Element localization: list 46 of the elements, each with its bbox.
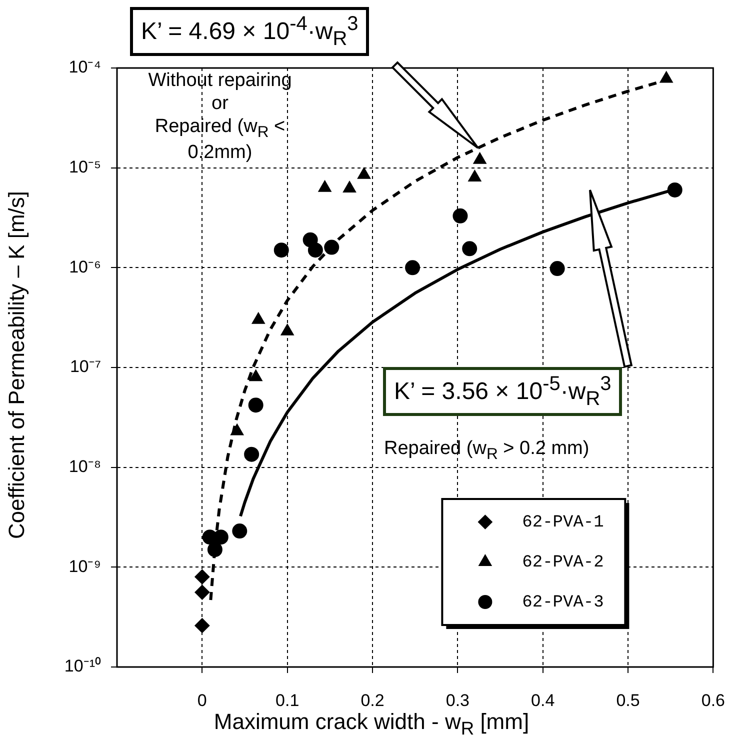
legend-label: 62-PVA-1: [522, 514, 604, 532]
point: [452, 208, 468, 224]
x-tick-label: 0: [197, 690, 207, 710]
point: [462, 241, 478, 256]
y-tick-label: 10⁻⁹: [68, 556, 101, 576]
point: [357, 167, 371, 179]
point: [318, 180, 332, 192]
point: [244, 446, 260, 462]
point: [473, 152, 486, 164]
point: [342, 181, 356, 193]
legend-label: 62-PVA-2: [522, 554, 604, 572]
point: [550, 261, 565, 276]
y-axis-title: Coefficient of Permeability – K [m/s]: [4, 190, 30, 542]
x-axis-title: Maximum crack width - w$_{R}$ [mm]: [212, 709, 530, 735]
x-tick-label: 0.5: [616, 690, 640, 710]
annotation: Without repairing or Repaired (w$_{R}$ < 0.2mm): [147, 70, 293, 166]
point: [280, 324, 294, 336]
point: [248, 398, 264, 413]
x-tick-label: 0.2: [360, 690, 384, 710]
point: [232, 524, 248, 539]
point: [308, 242, 323, 258]
point: [194, 569, 210, 584]
point: [252, 312, 265, 324]
point: [660, 71, 673, 83]
point: [274, 242, 289, 258]
y-tick-label: 10⁻⁷: [70, 357, 101, 376]
y-tick-label: 10⁻¹⁰: [64, 656, 101, 676]
y-tick-label: 10⁻⁶: [69, 257, 101, 276]
point: [249, 370, 262, 382]
y-tick-label: 10⁻⁸: [68, 457, 101, 476]
x-tick-label: 0.1: [276, 690, 300, 710]
point: [324, 240, 340, 255]
point: [194, 584, 210, 600]
y-tick-label: 10⁻⁵: [69, 158, 101, 177]
point: [405, 260, 420, 276]
point: [213, 530, 228, 545]
point: [194, 618, 210, 634]
legend-label: 62-PVA-3: [522, 594, 604, 612]
point: [468, 170, 482, 182]
x-tick-label: 0.3: [446, 690, 470, 710]
point: [667, 182, 682, 198]
x-tick-label: 0.6: [701, 690, 726, 710]
point: [230, 424, 244, 436]
x-tick-label: 0.4: [531, 690, 555, 710]
y-tick-label: 10⁻⁴: [68, 58, 101, 77]
point: [207, 542, 222, 558]
